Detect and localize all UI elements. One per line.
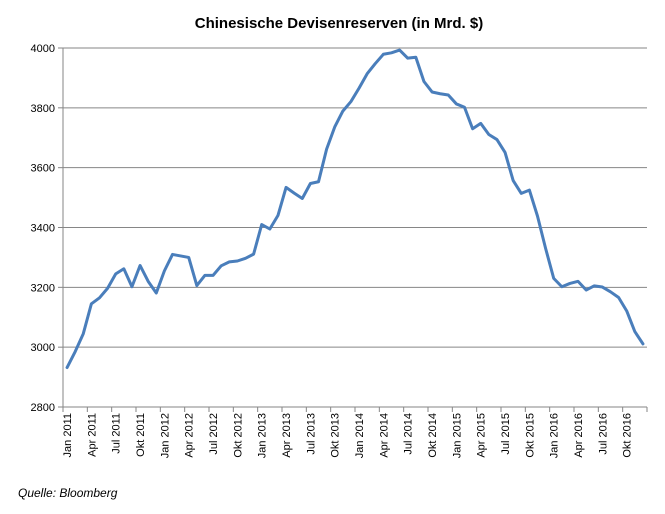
x-tick-label: Okt 2011 [135,413,147,457]
y-tick-label: 3000 [31,342,55,354]
x-tick-label: Apr 2016 [573,413,585,458]
chart-title: Chinesische Devisenreserven (in Mrd. $) [195,15,483,32]
y-tick-label: 3600 [31,163,55,175]
x-tick-label: Jan 2012 [159,413,171,458]
x-tick-label: Okt 2014 [427,413,439,458]
x-tick-label: Apr 2013 [281,413,293,458]
x-tick-label: Jan 2011 [62,413,74,457]
gridlines [63,47,647,348]
y-tick-label: 3800 [31,103,55,115]
x-tick-label: Jul 2016 [597,413,609,455]
x-tick-label: Jul 2014 [403,413,415,455]
x-tick-label: Okt 2012 [232,413,244,458]
x-tick-label: Okt 2016 [622,413,634,458]
series-line [65,48,645,370]
y-tick-label: 4000 [31,43,55,55]
y-tick-label: 3400 [31,223,55,235]
x-tick-label: Jan 2015 [451,413,463,458]
x-axis-ticks: Jan 2011 Apr 2011 Jul 2011 Okt 2011 Jan 2012… [62,407,648,458]
y-axis-ticks: 2800 3000 3200 3400 3600 3800 4000 [31,43,63,414]
y-tick-label: 2800 [31,402,55,414]
x-tick-label: Jul 2013 [305,413,317,455]
x-tick-label: Okt 2015 [524,413,536,458]
x-tick-label: Jan 2014 [354,413,366,458]
x-tick-label: Jul 2012 [208,413,220,455]
x-tick-label: Apr 2015 [476,413,488,458]
x-tick-label: Jan 2016 [549,413,561,458]
x-tick-label: Jul 2011 [111,413,123,454]
x-tick-label: Okt 2013 [330,413,342,458]
source-note: Quelle: Bloomberg [18,486,118,500]
series-group [65,48,645,370]
x-tick-label: Apr 2012 [184,413,196,458]
x-tick-label: Apr 2011 [86,413,98,457]
y-tick-label: 3200 [31,282,55,294]
x-tick-label: Apr 2014 [378,413,390,458]
x-tick-label: Jul 2015 [500,413,512,455]
x-tick-label: Jan 2013 [257,413,269,458]
